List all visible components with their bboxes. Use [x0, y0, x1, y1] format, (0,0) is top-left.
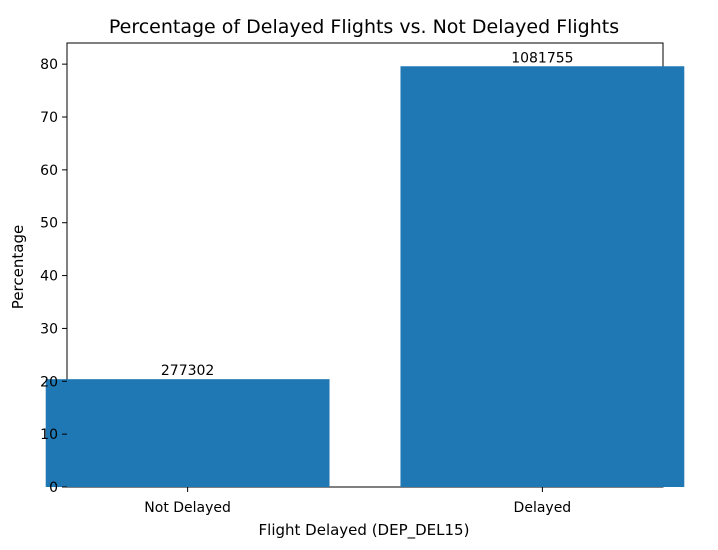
- y-tick-label: 10: [40, 427, 58, 443]
- y-tick-label: 40: [40, 269, 58, 285]
- bar-labels-group: 277302 1081755: [161, 50, 574, 379]
- plot-area: 277302 1081755 0 10 20 30 40 50 60 70 80 Not Dela…: [40, 42, 685, 516]
- data-label-not-delayed: 277302: [161, 363, 214, 379]
- y-tick-label: 50: [40, 216, 58, 232]
- y-axis-label: Percentage: [9, 225, 27, 309]
- chart-title: Percentage of Delayed Flights vs. Not De…: [109, 16, 619, 38]
- x-tick-label: Not Delayed: [144, 500, 231, 516]
- y-tick-label: 30: [40, 321, 58, 337]
- y-tick-label: 70: [40, 110, 58, 126]
- x-axis-ticks: Not Delayed Delayed: [144, 487, 571, 516]
- data-label-delayed: 1081755: [511, 50, 573, 66]
- y-tick-label: 0: [49, 480, 58, 496]
- x-axis-label: Flight Delayed (DEP_DEL15): [259, 521, 470, 540]
- y-tick-label: 60: [40, 163, 58, 179]
- y-axis-ticks: 0 10 20 30 40 50 60 70 80: [40, 57, 67, 496]
- y-tick-label: 80: [40, 57, 58, 73]
- bars-group: [45, 66, 685, 487]
- bar-not-delayed: [45, 379, 330, 487]
- y-tick-label: 20: [40, 374, 58, 390]
- x-tick-label: Delayed: [514, 500, 572, 516]
- bar-delayed: [400, 66, 685, 487]
